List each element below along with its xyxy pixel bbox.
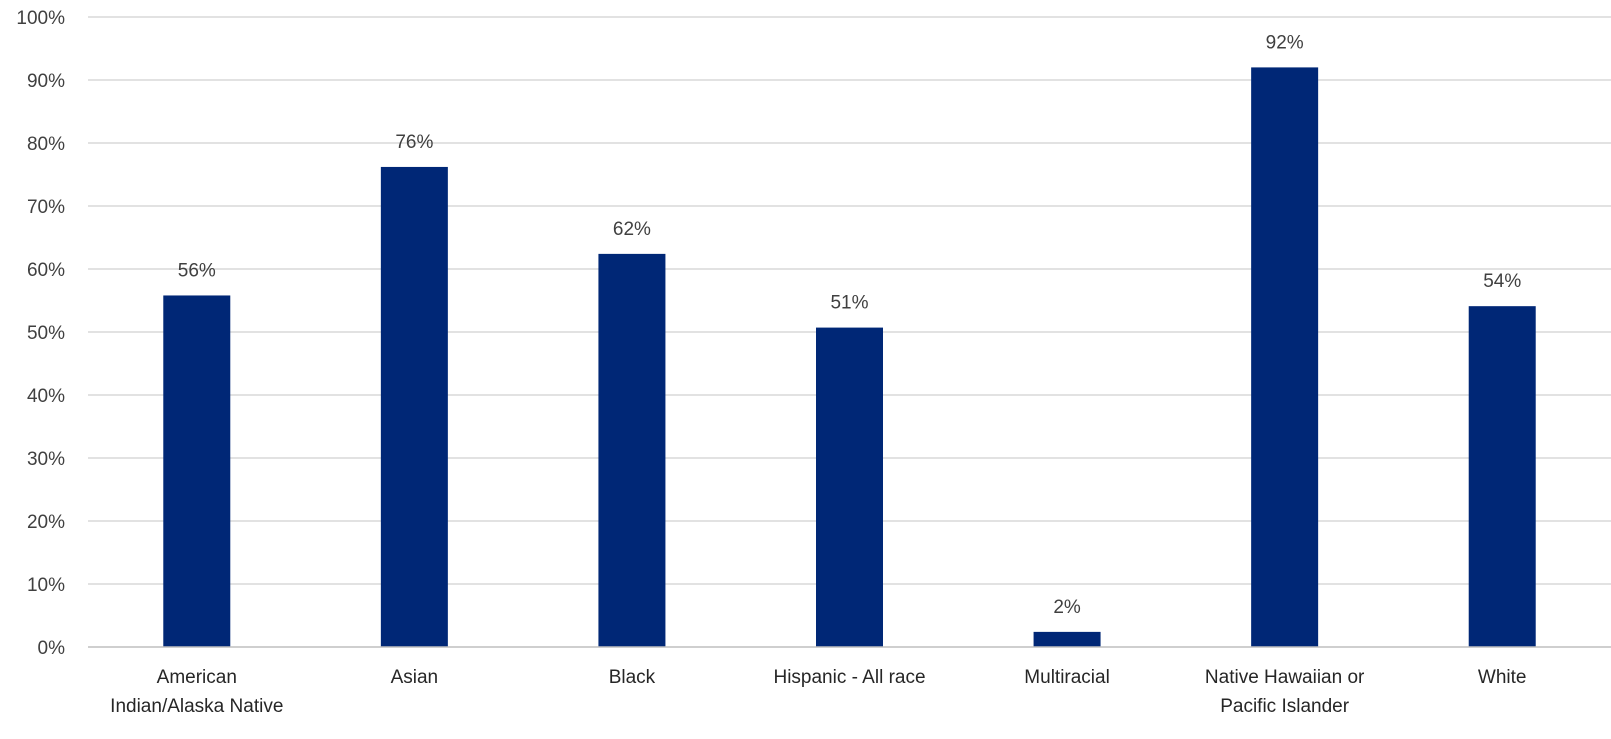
y-tick-label: 30% bbox=[27, 449, 65, 470]
x-category-label: Asian bbox=[391, 667, 439, 688]
x-category-label: Native Hawaiian or Pacific Islander bbox=[1205, 667, 1365, 717]
y-tick-label: 10% bbox=[27, 575, 65, 596]
x-category-label: Hispanic - All race bbox=[773, 667, 925, 688]
bar bbox=[1251, 67, 1319, 647]
y-tick-label: 100% bbox=[16, 8, 65, 29]
bar bbox=[598, 253, 666, 647]
data-label: 62% bbox=[613, 219, 651, 240]
y-tick-label: 60% bbox=[27, 260, 65, 281]
y-tick-label: 40% bbox=[27, 386, 65, 407]
y-tick-label: 90% bbox=[27, 71, 65, 92]
data-label: 92% bbox=[1266, 32, 1304, 53]
bar bbox=[380, 166, 448, 647]
x-category-label: White bbox=[1478, 667, 1527, 688]
y-tick-label: 80% bbox=[27, 134, 65, 155]
data-label: 51% bbox=[830, 293, 868, 314]
data-label: 2% bbox=[1053, 597, 1081, 618]
data-label: 76% bbox=[395, 132, 433, 153]
y-tick-label: 0% bbox=[38, 638, 66, 659]
x-axis-category-labels: American Indian/Alaska Native Asian Black Hi… bbox=[110, 667, 1526, 717]
data-label: 56% bbox=[178, 260, 216, 281]
x-category-label: Multiracial bbox=[1024, 667, 1110, 688]
y-tick-label: 70% bbox=[27, 197, 65, 218]
data-labels: 56% 76% 62% 51% 2% 92% 54% bbox=[178, 32, 1522, 617]
y-axis-tick-labels: 0% 10% 20% 30% 40% 50% 60% 70% 80% 90% 100% bbox=[16, 8, 65, 659]
data-label: 54% bbox=[1483, 271, 1521, 292]
bar bbox=[163, 295, 231, 647]
bar bbox=[816, 327, 883, 647]
bar bbox=[1468, 306, 1536, 647]
y-tick-label: 20% bbox=[27, 512, 65, 533]
y-tick-label: 50% bbox=[27, 323, 65, 344]
x-category-label: American Indian/Alaska Native bbox=[110, 667, 283, 717]
bar bbox=[1033, 631, 1101, 647]
bars bbox=[163, 67, 1536, 647]
x-category-label: Black bbox=[609, 667, 656, 688]
